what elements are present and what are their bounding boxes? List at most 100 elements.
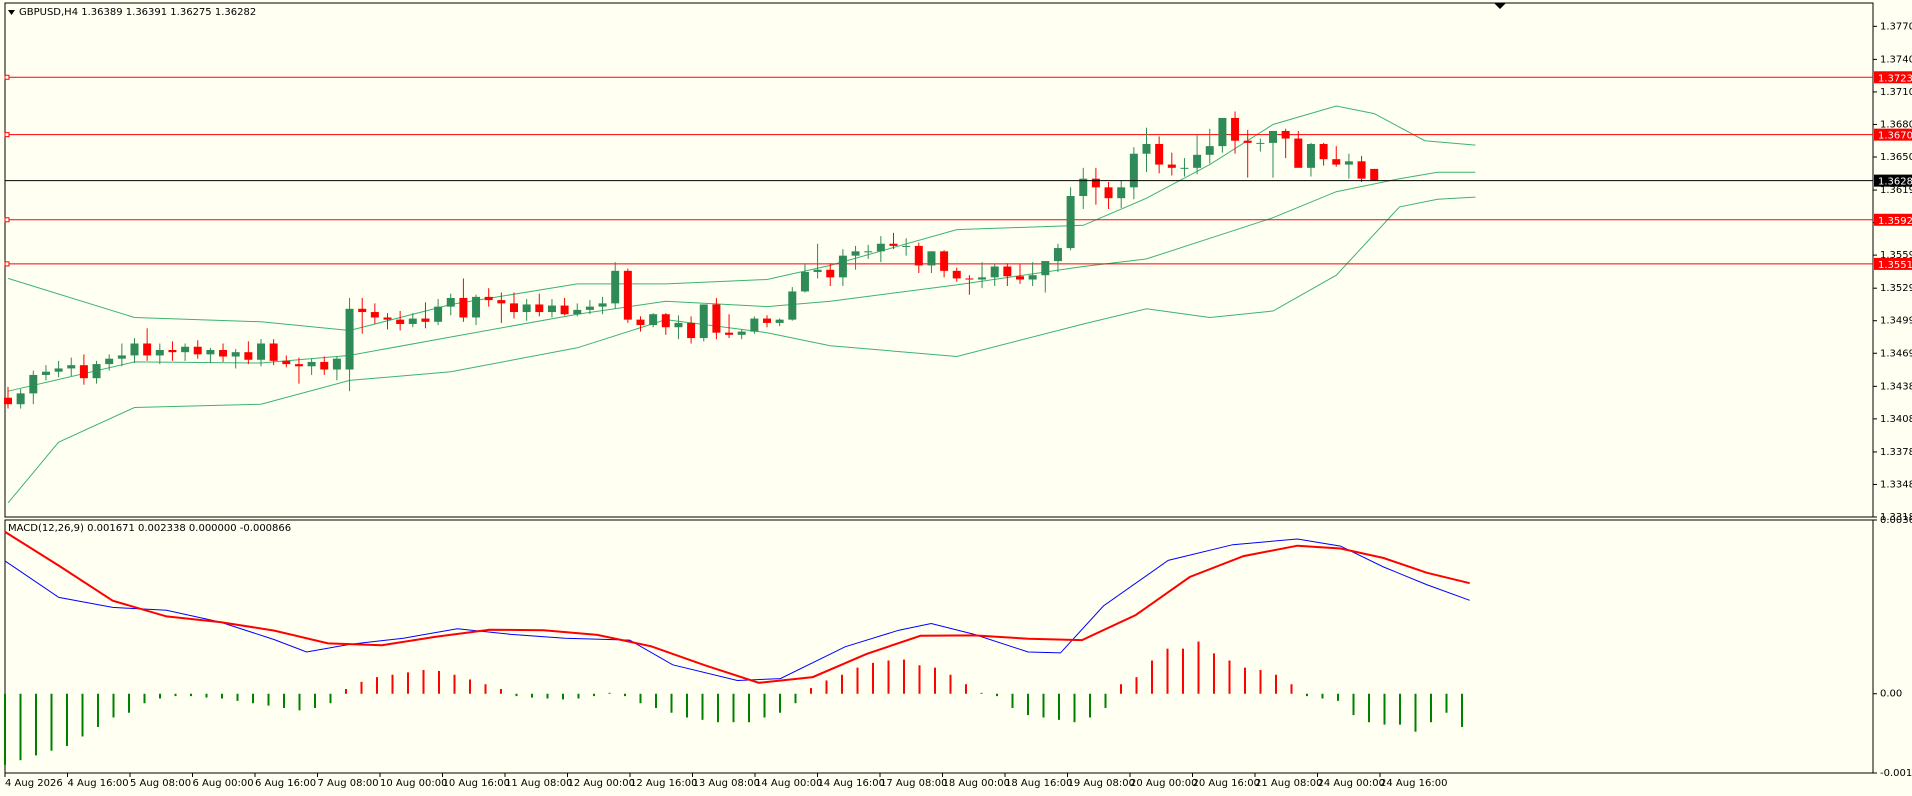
- time-axis-label: 14 Aug 00:00: [755, 778, 822, 789]
- candle: [851, 245, 860, 270]
- triangle-down-icon[interactable]: [8, 10, 15, 15]
- candle: [206, 347, 215, 364]
- candle: [598, 296, 607, 315]
- candle-body: [117, 355, 126, 359]
- candle: [927, 251, 936, 274]
- candle-body: [1016, 276, 1024, 280]
- price-axis-label: 1.34690: [1880, 348, 1912, 359]
- time-axis-label: 24 Aug 00:00: [1318, 778, 1385, 789]
- shift-marker-icon[interactable]: [1494, 3, 1506, 9]
- horizontal-levels[interactable]: [4, 74, 1873, 267]
- candle-body: [1319, 143, 1328, 160]
- macd-histogram: [4, 641, 1463, 765]
- current-price-label: 1.36282: [1878, 177, 1912, 188]
- candle-body: [294, 364, 303, 367]
- macd-panel-frame: [4, 519, 1874, 774]
- candle-body: [1243, 140, 1252, 143]
- candle: [560, 297, 569, 316]
- candle: [320, 356, 329, 375]
- candle: [1167, 152, 1176, 176]
- candle: [623, 268, 632, 323]
- candle-body: [1117, 187, 1126, 199]
- price-axis-label: 1.34085: [1880, 414, 1912, 425]
- candle-body: [1332, 159, 1341, 165]
- candle-body: [408, 318, 417, 324]
- time-axis-label: 24 Aug 16:00: [1380, 778, 1447, 789]
- time-axis-label: 21 Aug 08:00: [1255, 778, 1322, 789]
- candle: [421, 302, 430, 329]
- time-axis-label: 6 Aug 00:00: [193, 778, 254, 789]
- macd-panel[interactable]: 0.003661 0.00 -0.00167 MACD(12,26,9) 0.001…: [4, 515, 1912, 779]
- level-anchor-handle[interactable]: [4, 261, 10, 267]
- candle: [130, 338, 139, 364]
- candle-body: [864, 251, 873, 253]
- candle: [1294, 130, 1303, 168]
- time-axis-label: 12 Aug 00:00: [568, 778, 635, 789]
- candle: [940, 250, 949, 278]
- candle-body: [269, 343, 278, 361]
- candle: [902, 238, 911, 256]
- candle: [1117, 180, 1126, 208]
- candle-body: [851, 251, 860, 256]
- macd-axis-label: 0.00: [1880, 689, 1902, 700]
- candle-body: [193, 346, 202, 355]
- candle: [408, 313, 417, 328]
- candle: [699, 304, 708, 342]
- candle-body: [1344, 161, 1353, 165]
- time-axis-label: 18 Aug 00:00: [943, 778, 1010, 789]
- price-axis-label: 1.37705: [1880, 21, 1912, 32]
- candle-body: [219, 350, 228, 357]
- candle-body: [434, 306, 443, 322]
- candle-body: [800, 271, 809, 292]
- candle-body: [497, 300, 506, 304]
- symbol-info: GBPUSD,H4 1.36389 1.36391 1.36275 1.3628…: [19, 7, 256, 18]
- macd-main-line: [4, 538, 1470, 682]
- candle-body: [876, 243, 885, 252]
- candle-body: [484, 296, 493, 301]
- candle: [775, 318, 784, 327]
- candle: [1180, 158, 1189, 177]
- candle: [687, 316, 696, 344]
- candle-body: [370, 312, 379, 318]
- candle-body: [611, 270, 620, 304]
- candle-body: [573, 309, 582, 315]
- candle: [29, 370, 38, 405]
- level-anchor-handle[interactable]: [4, 217, 10, 223]
- level-anchor-handle[interactable]: [4, 74, 10, 80]
- candle: [864, 244, 873, 259]
- symbol-header: GBPUSD,H4 1.36389 1.36391 1.36275 1.3628…: [8, 7, 256, 18]
- price-panel[interactable]: 1.37705 1.37400 1.37100 1.36800 1.36500 1.361…: [4, 2, 1912, 523]
- candle-body: [889, 243, 898, 246]
- candle: [1041, 261, 1050, 293]
- time-axis-label: 4 Aug 2026: [5, 778, 63, 789]
- bollinger-lower-band: [7, 196, 1476, 504]
- candle: [4, 386, 12, 409]
- candle-body: [598, 303, 607, 307]
- candle-body: [41, 371, 50, 375]
- candle: [674, 315, 683, 340]
- candle: [788, 287, 797, 321]
- candle-body: [560, 305, 569, 315]
- candle-body: [168, 350, 177, 353]
- candle: [712, 297, 721, 340]
- level-price-label: 1.36706: [1878, 131, 1912, 142]
- candle-body: [4, 397, 12, 405]
- candle: [522, 299, 531, 321]
- candle: [67, 357, 76, 377]
- candle-body: [978, 277, 987, 280]
- candle-body: [1294, 138, 1303, 168]
- candle: [155, 343, 164, 365]
- candle: [41, 365, 50, 381]
- price-axis-label: 1.36800: [1880, 119, 1912, 130]
- candle: [737, 329, 746, 340]
- candle: [1332, 146, 1341, 167]
- level-anchor-handle[interactable]: [4, 132, 10, 138]
- candle-body: [547, 305, 556, 313]
- candle-body: [92, 364, 101, 379]
- candle: [1129, 147, 1138, 200]
- candle: [472, 294, 481, 326]
- candle: [585, 300, 594, 315]
- candle: [294, 357, 303, 384]
- candle: [661, 313, 670, 335]
